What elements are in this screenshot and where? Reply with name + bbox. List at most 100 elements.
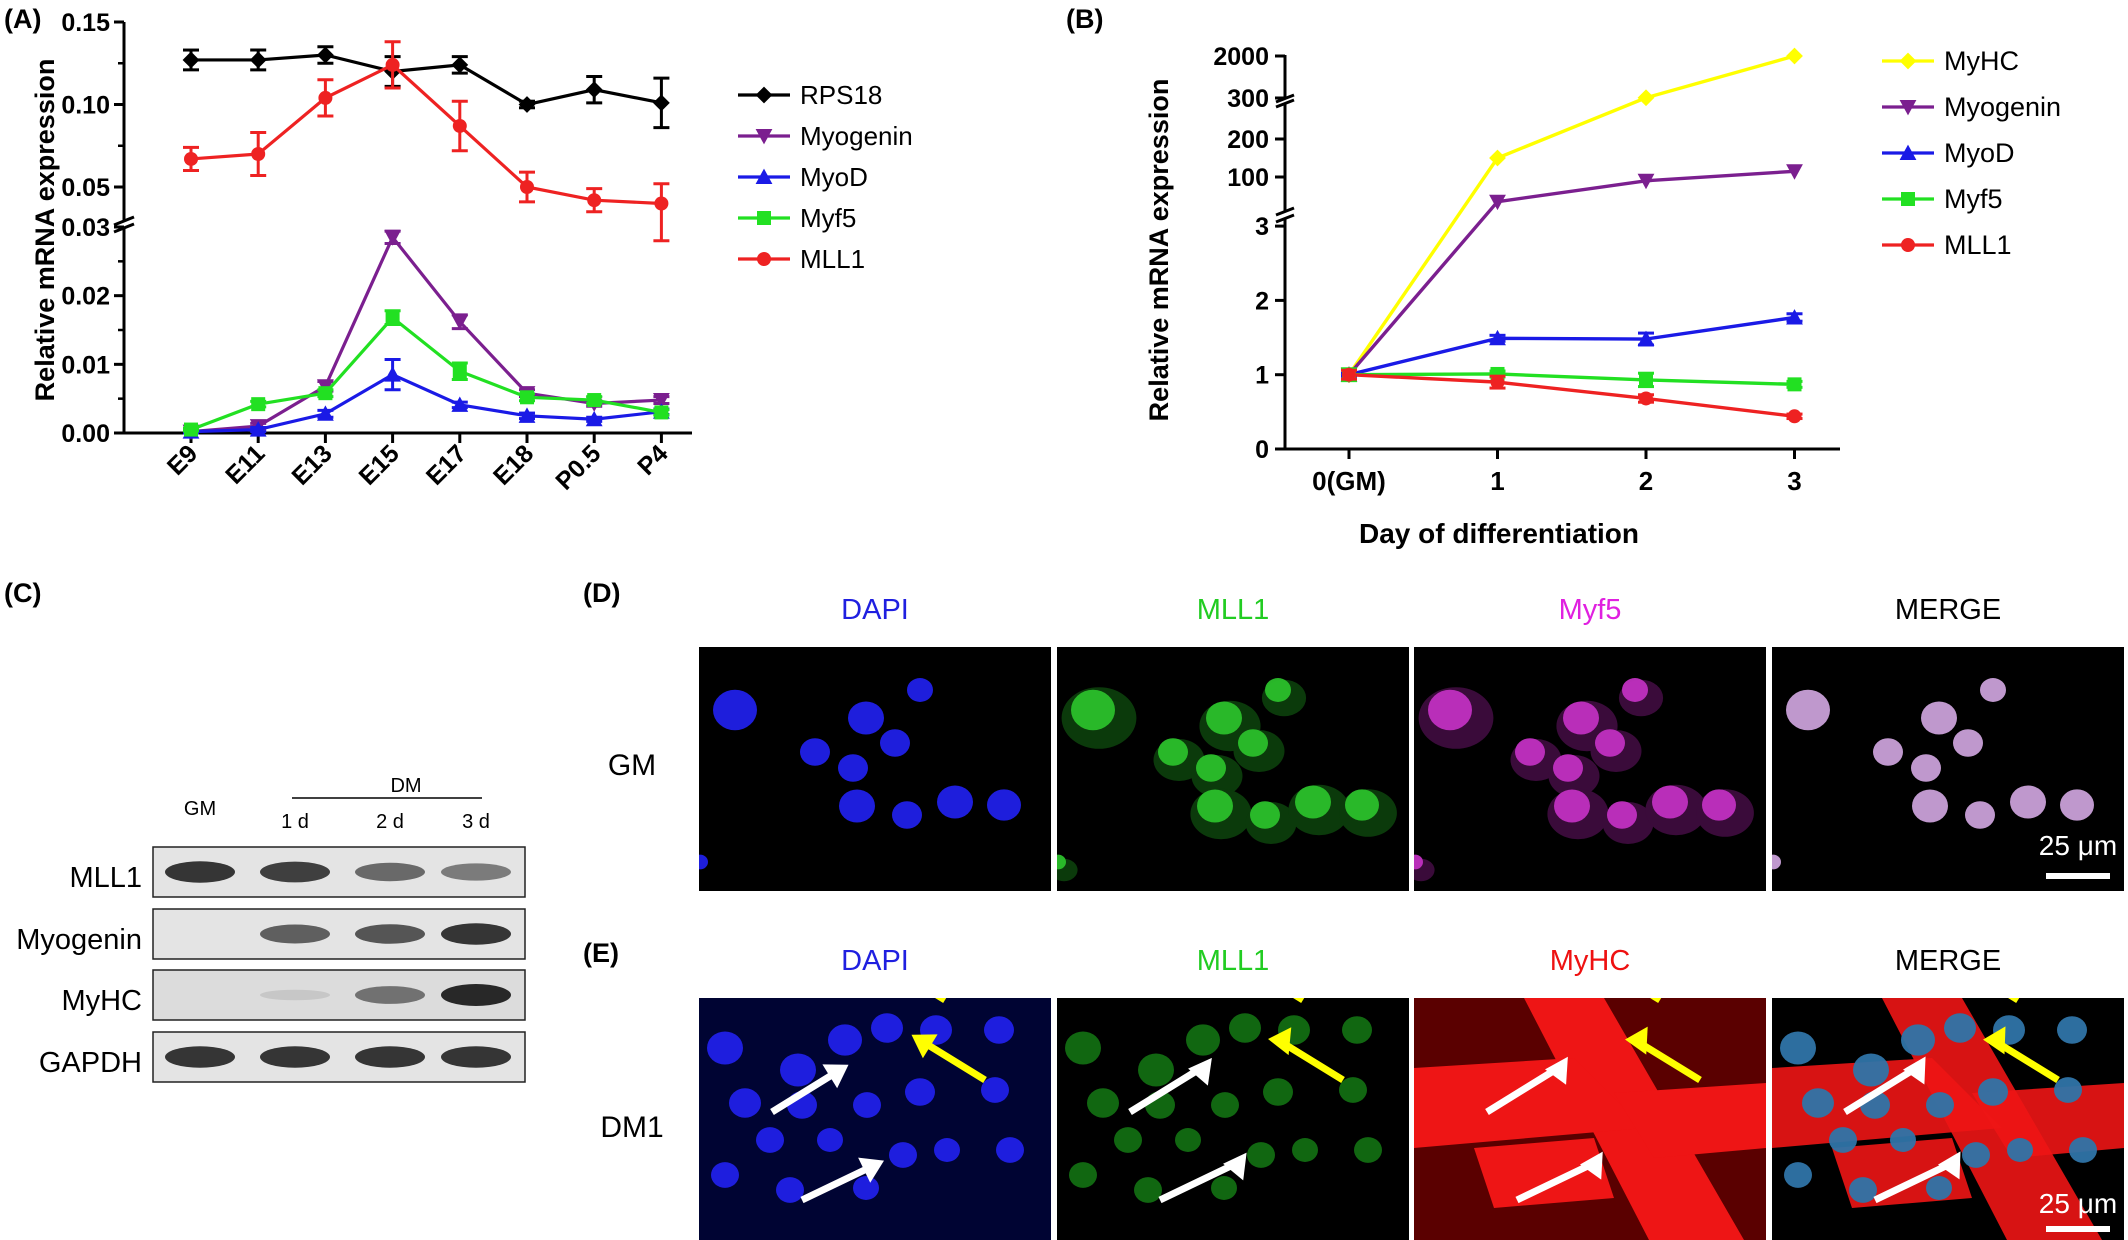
nucleus [1175,1128,1201,1152]
b-series-myhc [1340,47,1803,384]
nucleus [1211,1176,1237,1200]
panel-d-row-label: GM [608,749,656,782]
a-xtick-label: E17 [421,439,472,490]
d-image-dapi: DAPI [699,594,1051,891]
blot-band [260,989,330,1001]
nucleus [1065,1031,1101,1065]
nucleus [828,1024,862,1056]
panel-b-series [1340,47,1803,424]
nucleus [1921,701,1957,735]
nucleus [839,789,875,823]
panel-a-series [182,40,670,441]
blot-lane-labels: GM 1 d 2 d 3 d [184,798,490,833]
a-point [518,407,536,423]
nucleus [996,1137,1024,1163]
scale-bar-label: 25 μm [2039,1188,2117,1219]
e-column-title: DAPI [841,945,909,977]
nucleus [1784,1162,1812,1188]
b-point [1786,47,1803,65]
nucleus [1926,1176,1952,1200]
b-xtick-label: 3 [1787,466,1801,496]
b-legend-label: MLL1 [1944,230,2012,260]
nucleus [984,1016,1014,1044]
a-point [451,314,469,331]
b-legend-label: Myogenin [1944,92,2061,122]
b-point [1490,375,1505,390]
nucleus [907,678,933,702]
panel-e-images: DAPI MLL1 MyHC MERGE 25 μm [699,945,2124,1240]
blot-row-label: GAPDH [39,1047,142,1079]
a-ytick-label: 0.15 [61,9,110,37]
b-ytick-label: 3 [1255,213,1269,241]
nucleus [800,738,830,766]
nucleus [1263,1078,1293,1106]
b-line-myod [1348,315,1795,377]
nucleus [1265,678,1291,702]
b-line-myf5 [1348,372,1795,387]
nucleus [1953,729,1983,757]
b-legend-marker [1899,144,1917,160]
panel-d: (D) GM DAPI MLL1 Myf5 MERGE 25 μm [583,578,2124,891]
arrow-head [1580,1151,1603,1180]
nucleus [1553,754,1583,782]
a-point [520,390,534,405]
a-legend-marker [757,252,771,266]
myhc-fiber [1414,1058,1644,1148]
nucleus [853,1092,881,1118]
a-point [654,196,669,211]
nucleus [1342,1016,1372,1044]
a-point [251,397,266,412]
arrow-head [858,1157,885,1183]
arrow-shaft [918,1037,987,1083]
arrow-head [911,1034,938,1059]
b-point [1489,329,1506,346]
nucleus [981,1077,1009,1103]
b-xtick-label: 1 [1490,466,1504,496]
a-legend-label: MyoD [800,162,868,192]
image-content [1414,678,1754,882]
nucleus [1980,678,2006,702]
nucleus [1229,1013,1261,1043]
nucleus [1354,1137,1382,1163]
d-image-myf5: Myf5 [1414,594,1766,891]
nucleus [1238,729,1268,757]
nucleus [1428,689,1472,731]
nucleus [1926,1092,1954,1118]
a-point [317,405,334,421]
arrow-head [822,1064,849,1089]
nucleus [756,1127,784,1153]
b-point [1786,309,1803,325]
scale-bar [2046,1226,2110,1232]
nucleus [1702,789,1736,821]
blot-band [260,1046,330,1068]
nucleus [1965,801,1995,829]
a-point [653,94,670,112]
scale-bar [2046,873,2110,879]
a-xtick-label: P0.5 [550,439,606,495]
nucleus [2010,785,2046,819]
nucleus [707,1031,743,1065]
panel-b-label: (B) [1066,4,1103,34]
blot-band [355,862,425,882]
a-xtick-label: E15 [354,439,405,490]
panel-a: (A) Relative mRNA expression 0.05 0.10 0.1… [4,4,913,496]
a-ytick-label: 0.00 [61,420,110,448]
blot-band [441,863,511,881]
a-point [184,422,198,437]
b-xtick-label: 2 [1639,466,1653,496]
a-point [317,46,334,64]
nucleus [934,1138,960,1162]
nucleus [1652,785,1688,819]
dm-group-label: DM [390,775,421,797]
a-point [518,96,536,113]
b-ytick-label: 200 [1227,126,1269,154]
b-ytick-label: 0 [1255,436,1269,464]
b-ytick-label: 100 [1227,164,1269,192]
a-ytick-label: 0.02 [61,283,110,311]
a-point [520,180,534,194]
image-content [1065,998,1382,1204]
b-legend-marker [1899,100,1917,116]
a-legend-label: RPS18 [800,80,882,110]
arrow-head [1223,1152,1247,1181]
b-point [1786,164,1803,180]
